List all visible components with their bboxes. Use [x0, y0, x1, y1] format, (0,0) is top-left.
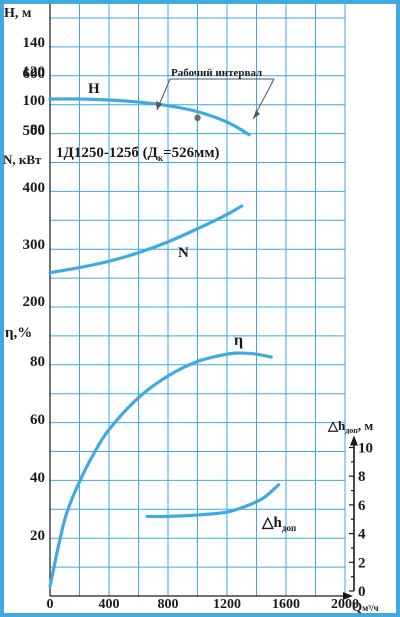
x-tick-label: 1200: [213, 597, 241, 612]
chart-panel: [4, 4, 396, 613]
x-tick-label: 800: [158, 597, 179, 612]
npsh-axis-label-unit: , м: [358, 418, 374, 433]
npsh-axis-label-main: △h: [327, 418, 346, 433]
npsh-tick-label: 6: [358, 498, 366, 514]
h-tick-label: 100: [23, 93, 46, 109]
x-axis-arrow: [343, 592, 353, 600]
series-label-npsh-main: △h: [261, 515, 283, 531]
series-label-n: N: [178, 245, 189, 261]
x-tick-label: 400: [99, 597, 120, 612]
h-curve: [48, 97, 251, 137]
series-label-npsh: △hдоп: [261, 515, 296, 533]
chart-title-part: =526мм): [163, 145, 219, 161]
grid: [49, 4, 346, 597]
h-tick-label: 140: [23, 35, 46, 51]
npsh-tick-label: 8: [358, 469, 366, 485]
eta-tick-label: 40: [30, 470, 45, 486]
n-tick-label: 600: [23, 66, 46, 82]
curves: [48, 97, 281, 588]
npsh-tick-label: 10: [358, 441, 373, 457]
eta-curve: [48, 351, 273, 588]
x-axis-label-main: Q: [352, 599, 362, 614]
n-tick-label: 400: [23, 180, 46, 196]
operating-range-arrow-left: [156, 101, 162, 110]
npsh-tick-label: 4: [358, 527, 366, 543]
labels: 1Д1250-125б (Дк=526мм) Рабочий интервал …: [3, 6, 379, 614]
n-curve: [48, 204, 244, 275]
h-axis-label: H, м: [4, 6, 32, 21]
series-label-npsh-sub: доп: [282, 523, 296, 533]
n-tick-label: 200: [23, 294, 46, 310]
chart-title: 1Д1250-125б (Дк=526мм): [56, 145, 220, 163]
x-tick-label: 2000: [331, 597, 359, 612]
npsh-tick-label: 2: [358, 555, 366, 571]
n-axis-label: N, кВт: [3, 152, 42, 167]
eta-axis-label: η,%: [5, 325, 32, 341]
h-tick-label: 120: [23, 64, 46, 80]
x-axis-label-unit: м³/ч: [362, 603, 378, 613]
npsh-axis-label-sub: доп: [345, 426, 358, 435]
n-tick-label: 300: [23, 237, 46, 253]
series-label-eta: η: [234, 332, 243, 349]
x-axis-label: Qм³/ч: [352, 599, 379, 614]
npsh-curve: [145, 483, 281, 519]
chart-title-part: 1Д1250-125б (Д: [56, 145, 159, 161]
operating-range-label: Рабочий интервал: [171, 67, 262, 79]
operating-range-arrow-right: [253, 110, 260, 119]
series-label-h: H: [88, 81, 100, 97]
eta-tick-label: 20: [30, 528, 45, 544]
h-tick-label: 80: [30, 122, 45, 138]
npsh-axis-label: △hдоп, м: [327, 418, 373, 435]
npsh-tick-label: 0: [358, 584, 366, 600]
operating-point-marker: [194, 114, 201, 122]
chart-title-subscript: к: [158, 153, 164, 163]
eta-tick-label: 80: [30, 354, 45, 370]
x-tick-label: 0: [47, 597, 54, 612]
npsh-axis-arrow: [350, 435, 358, 446]
x-tick-label: 1600: [272, 597, 300, 612]
eta-tick-label: 60: [30, 412, 45, 428]
n-tick-label: 500: [23, 123, 46, 139]
